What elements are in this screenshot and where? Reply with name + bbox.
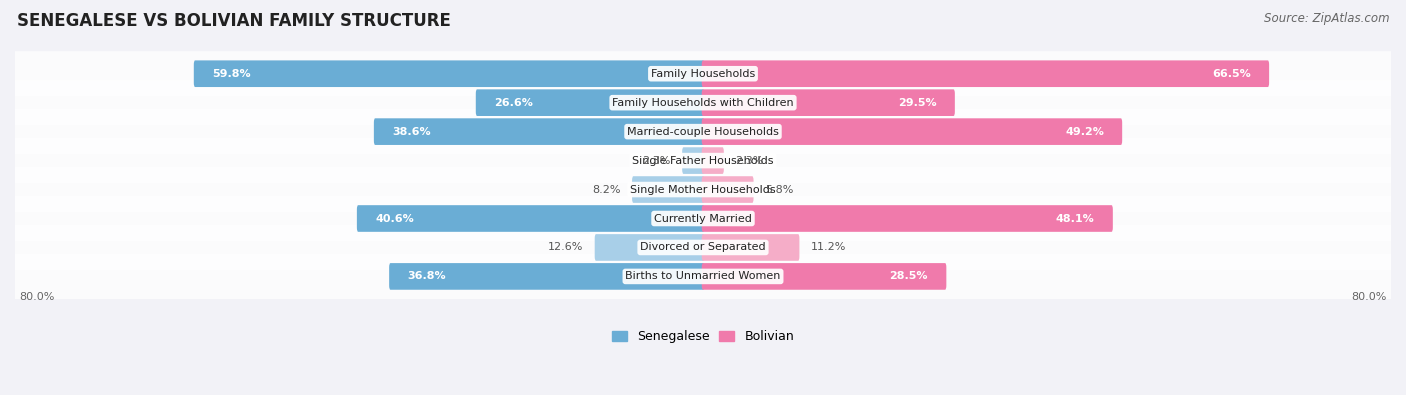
Text: Source: ZipAtlas.com: Source: ZipAtlas.com bbox=[1264, 12, 1389, 25]
FancyBboxPatch shape bbox=[702, 118, 1122, 145]
FancyBboxPatch shape bbox=[475, 89, 704, 116]
Text: Currently Married: Currently Married bbox=[654, 214, 752, 224]
FancyBboxPatch shape bbox=[13, 51, 1393, 96]
FancyBboxPatch shape bbox=[633, 176, 704, 203]
Text: SENEGALESE VS BOLIVIAN FAMILY STRUCTURE: SENEGALESE VS BOLIVIAN FAMILY STRUCTURE bbox=[17, 12, 451, 30]
Text: 80.0%: 80.0% bbox=[20, 292, 55, 302]
Text: Births to Unmarried Women: Births to Unmarried Women bbox=[626, 271, 780, 281]
FancyBboxPatch shape bbox=[702, 60, 1270, 87]
FancyBboxPatch shape bbox=[13, 254, 1393, 299]
Text: 2.3%: 2.3% bbox=[735, 156, 763, 166]
Text: 59.8%: 59.8% bbox=[212, 69, 250, 79]
Text: 26.6%: 26.6% bbox=[494, 98, 533, 108]
Text: 80.0%: 80.0% bbox=[1351, 292, 1386, 302]
FancyBboxPatch shape bbox=[595, 234, 704, 261]
FancyBboxPatch shape bbox=[702, 176, 754, 203]
Text: 8.2%: 8.2% bbox=[592, 184, 620, 195]
FancyBboxPatch shape bbox=[13, 138, 1393, 183]
FancyBboxPatch shape bbox=[13, 80, 1393, 125]
FancyBboxPatch shape bbox=[389, 263, 704, 290]
Text: Family Households: Family Households bbox=[651, 69, 755, 79]
Text: 49.2%: 49.2% bbox=[1064, 127, 1104, 137]
Text: 29.5%: 29.5% bbox=[898, 98, 936, 108]
FancyBboxPatch shape bbox=[357, 205, 704, 232]
FancyBboxPatch shape bbox=[13, 225, 1393, 270]
Text: Single Father Households: Single Father Households bbox=[633, 156, 773, 166]
Text: Single Mother Households: Single Mother Households bbox=[630, 184, 776, 195]
Text: 5.8%: 5.8% bbox=[765, 184, 793, 195]
Text: 66.5%: 66.5% bbox=[1212, 69, 1251, 79]
FancyBboxPatch shape bbox=[702, 263, 946, 290]
Text: 40.6%: 40.6% bbox=[375, 214, 413, 224]
FancyBboxPatch shape bbox=[702, 205, 1112, 232]
FancyBboxPatch shape bbox=[702, 147, 724, 174]
Text: 12.6%: 12.6% bbox=[548, 243, 583, 252]
FancyBboxPatch shape bbox=[194, 60, 704, 87]
FancyBboxPatch shape bbox=[682, 147, 704, 174]
Text: 11.2%: 11.2% bbox=[811, 243, 846, 252]
Text: Married-couple Households: Married-couple Households bbox=[627, 127, 779, 137]
Text: 28.5%: 28.5% bbox=[890, 271, 928, 281]
FancyBboxPatch shape bbox=[13, 196, 1393, 241]
Text: 36.8%: 36.8% bbox=[408, 271, 446, 281]
Text: 2.3%: 2.3% bbox=[643, 156, 671, 166]
Legend: Senegalese, Bolivian: Senegalese, Bolivian bbox=[607, 325, 799, 348]
FancyBboxPatch shape bbox=[702, 89, 955, 116]
FancyBboxPatch shape bbox=[374, 118, 704, 145]
Text: 38.6%: 38.6% bbox=[392, 127, 430, 137]
Text: Divorced or Separated: Divorced or Separated bbox=[640, 243, 766, 252]
Text: Family Households with Children: Family Households with Children bbox=[612, 98, 794, 108]
FancyBboxPatch shape bbox=[13, 167, 1393, 212]
FancyBboxPatch shape bbox=[13, 109, 1393, 154]
Text: 48.1%: 48.1% bbox=[1056, 214, 1094, 224]
FancyBboxPatch shape bbox=[702, 234, 800, 261]
